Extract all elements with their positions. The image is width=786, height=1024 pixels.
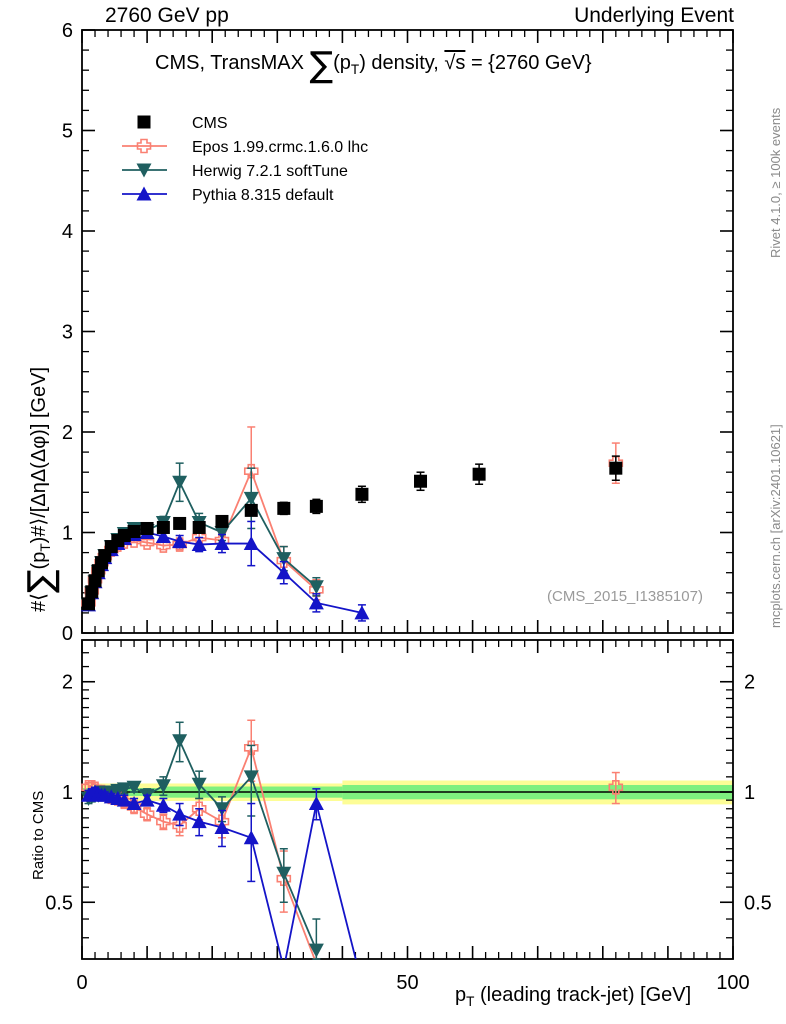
title-part2: (p	[333, 52, 351, 74]
legend-label-0: CMS	[192, 115, 228, 132]
y-axis-tick-label: 6	[62, 20, 73, 42]
y-axis-tick-label: 4	[62, 221, 73, 243]
y-axis-tick-label: 0	[62, 623, 73, 645]
y-axis-tick-label: 1	[62, 782, 73, 804]
data-marker-triangle-down	[243, 770, 259, 785]
header-right: Underlying Event	[574, 4, 734, 27]
data-marker-triangle-up	[276, 565, 292, 580]
data-marker-square	[277, 501, 291, 515]
x-axis-title: pT (leading track-jet) [GeV]	[455, 984, 691, 1009]
data-marker-triangle-up	[308, 796, 324, 811]
title-part1: CMS, TransMAX	[155, 52, 310, 74]
data-marker-square	[117, 529, 131, 543]
y-axis-tick-label: 0.5	[45, 892, 73, 914]
x-axis-tick-label: 100	[716, 972, 749, 994]
title-part3: ) density,	[359, 52, 445, 74]
title-part4: = {2760 GeV}	[465, 52, 592, 74]
y-axis-tick-label-right: 2	[744, 672, 755, 694]
data-marker-square	[127, 524, 141, 538]
data-marker-cross-circle	[608, 779, 624, 795]
data-marker-cross-circle	[276, 871, 292, 886]
data-marker-triangle-down	[155, 779, 171, 794]
data-marker-triangle-up	[155, 529, 171, 544]
data-marker-triangle-up	[214, 819, 230, 834]
data-marker-cross-circle	[139, 806, 155, 822]
legend-label-2: Herwig 7.2.1 softTune	[192, 163, 348, 180]
data-marker-triangle-up	[243, 536, 259, 551]
data-marker-triangle-down	[308, 943, 324, 958]
y-axis-tick-label: 1	[62, 523, 73, 545]
data-marker-triangle-down	[214, 802, 230, 817]
data-marker-square	[88, 574, 102, 588]
data-marker-square	[137, 115, 151, 129]
data-marker-triangle-up	[308, 595, 324, 610]
data-marker-triangle-up	[191, 537, 207, 552]
data-marker-square	[609, 461, 623, 475]
y-axis-tick-label-right: 1	[744, 782, 755, 804]
data-marker-square	[244, 503, 258, 517]
data-marker-triangle-up	[214, 536, 230, 551]
y-axis-tick-label: 5	[62, 121, 73, 143]
data-marker-triangle-down	[191, 777, 207, 792]
main-plot-title: CMS, TransMAX ∑(pT) density, √s = {2760 …	[155, 48, 592, 83]
data-marker-triangle-up	[172, 806, 188, 821]
data-marker-triangle-down	[276, 552, 292, 567]
data-marker-triangle-down	[214, 526, 230, 540]
data-marker-square	[192, 520, 206, 534]
data-marker-triangle-down	[243, 491, 259, 506]
data-marker-square	[215, 514, 229, 528]
data-marker-cross-circle	[191, 801, 207, 817]
data-marker-triangle-up	[116, 792, 132, 807]
data-marker-cross-circle	[156, 814, 171, 829]
data-marker-cross-circle	[136, 138, 152, 154]
data-marker-square	[140, 521, 154, 535]
data-marker-triangle-up	[155, 797, 171, 812]
title-sum: ∑	[309, 45, 334, 86]
legend-label-3: Pythia 8.315 default	[192, 187, 334, 204]
data-marker-triangle-down	[172, 475, 188, 490]
data-marker-square	[472, 467, 486, 481]
legend-label-1: Epos 1.99.crmc.1.6.0 lhc	[192, 139, 368, 156]
data-marker-triangle-down	[308, 580, 324, 595]
series-line-herwig	[88, 738, 318, 951]
data-marker-square	[355, 487, 369, 501]
data-marker-triangle-up	[136, 186, 152, 201]
data-marker-triangle-down	[172, 734, 188, 749]
data-marker-square	[309, 499, 323, 513]
data-marker-triangle-up	[126, 796, 142, 811]
data-marker-triangle-up	[354, 605, 370, 620]
x-title-sub-T: T	[466, 993, 475, 1009]
data-marker-square	[156, 520, 170, 534]
y-axis-tick-label: 3	[62, 322, 73, 344]
data-marker-triangle-up	[243, 830, 259, 845]
header-left: 2760 GeV pp	[105, 4, 229, 27]
data-marker-triangle-down	[126, 780, 142, 795]
data-marker-square	[414, 474, 428, 488]
x-axis-tick-label: 50	[396, 972, 418, 994]
x-title-rest: (leading track-jet) [GeV]	[474, 984, 692, 1006]
data-marker-triangle-down	[136, 163, 152, 178]
data-marker-triangle-up	[191, 814, 207, 829]
x-title-p: p	[455, 984, 467, 1006]
data-marker-square	[82, 597, 96, 611]
y-axis-tick-label: 2	[62, 422, 73, 444]
x-axis-tick-label: 0	[76, 972, 87, 994]
y-axis-tick-label: 2	[62, 672, 73, 694]
data-marker-square	[173, 516, 187, 530]
title-sub-T: T	[350, 61, 360, 77]
data-marker-square	[85, 585, 99, 599]
y-axis-tick-label-right: 0.5	[744, 892, 772, 914]
data-marker-triangle-up	[139, 792, 155, 807]
title-sqrt-s: √s	[444, 52, 466, 74]
data-marker-triangle-down	[276, 866, 292, 881]
analysis-id-watermark: (CMS_2015_I1385107)	[547, 588, 703, 605]
data-marker-triangle-up	[172, 534, 188, 549]
data-marker-cross-circle	[172, 818, 187, 833]
data-marker-triangle-down	[116, 782, 132, 797]
